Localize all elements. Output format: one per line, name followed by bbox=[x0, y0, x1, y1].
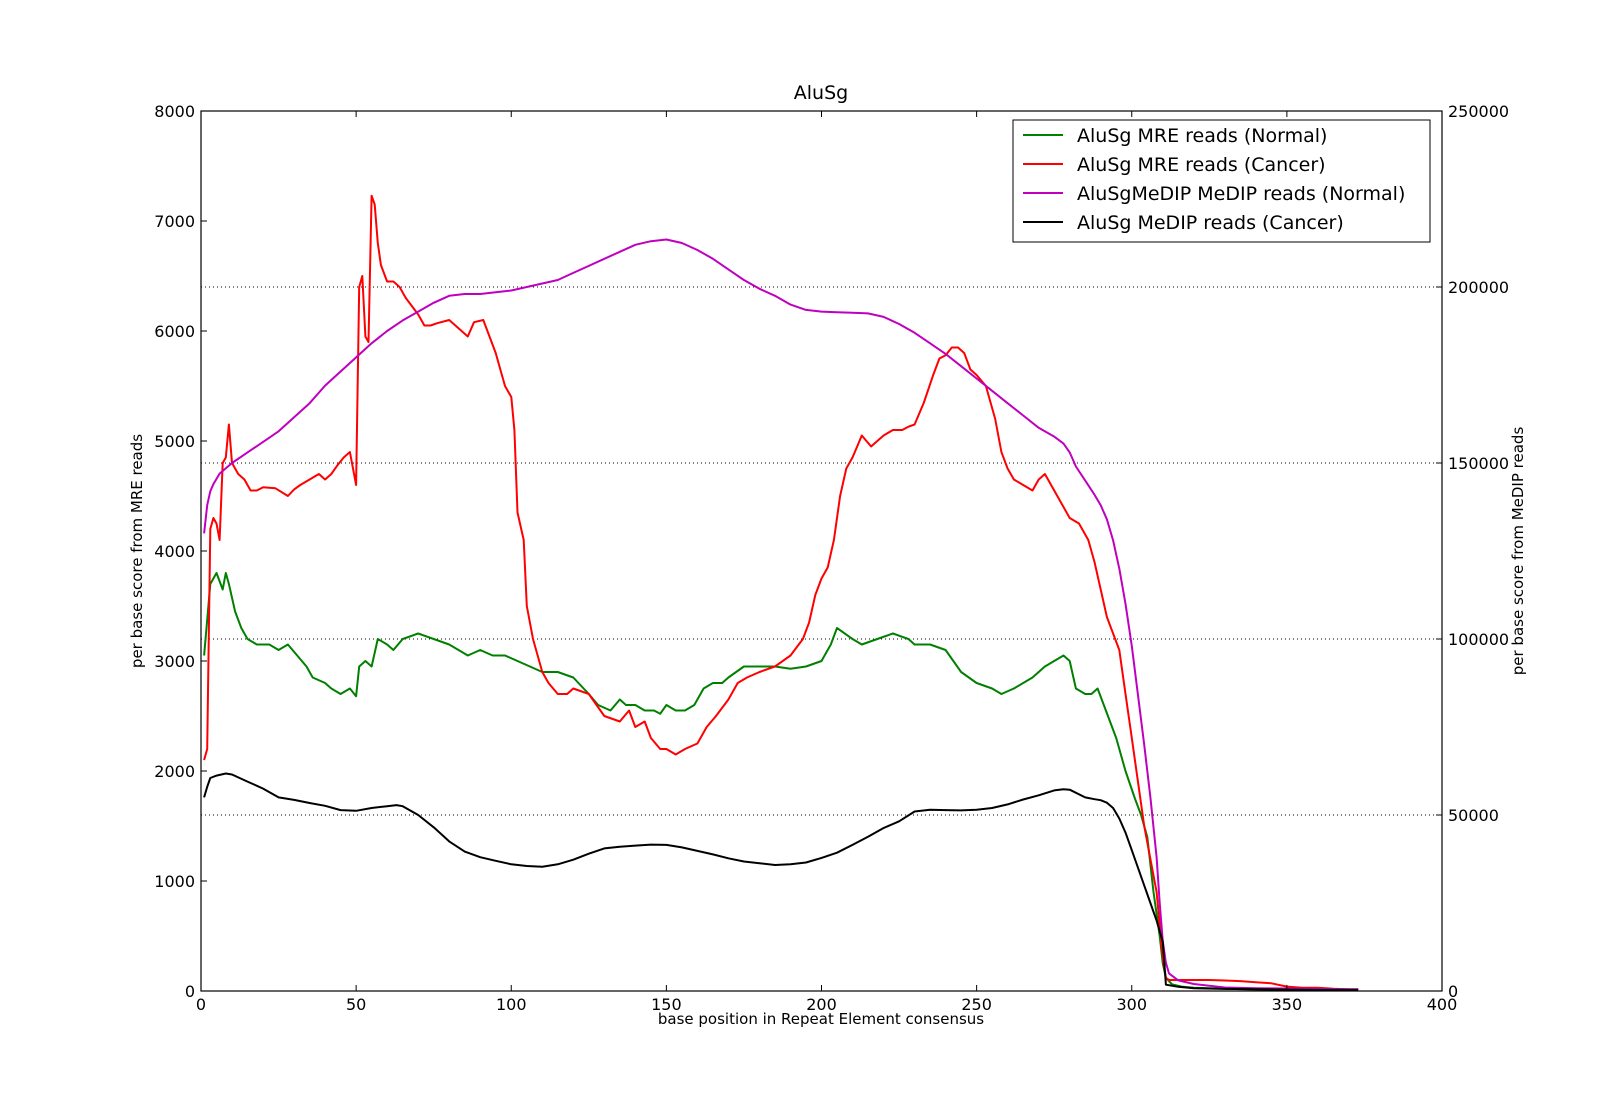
series-mre-normal bbox=[203, 572, 1359, 991]
x-tick-label: 100 bbox=[496, 995, 527, 1014]
series-layer bbox=[203, 194, 1359, 991]
y2-axis-label: per base score from MeDIP reads bbox=[1509, 427, 1527, 676]
axes: 0 50 100 150 200 250 300 350 4000100020003000400… bbox=[154, 102, 1509, 1014]
y-tick-label: 8000 bbox=[154, 102, 195, 121]
y-tick-label: 6000 bbox=[154, 322, 195, 341]
x-tick-label: 350 bbox=[1272, 995, 1303, 1014]
legend-label-medip-cancer: AluSg MeDIP reads (Cancer) bbox=[1077, 212, 1344, 234]
chart-title: AluSg bbox=[794, 82, 848, 104]
legend-label-mre-normal: AluSg MRE reads (Normal) bbox=[1077, 125, 1327, 147]
x-tick-label: 300 bbox=[1116, 995, 1147, 1014]
y2-tick-label: 200000 bbox=[1448, 278, 1509, 297]
y2-tick-label: 0 bbox=[1448, 982, 1458, 1001]
legend-label-medip-normal: AluSgMeDIP MeDIP reads (Normal) bbox=[1077, 183, 1405, 205]
y-tick-label: 4000 bbox=[154, 542, 195, 561]
legend-box bbox=[1012, 119, 1431, 243]
y2-tick-label: 50000 bbox=[1448, 806, 1499, 825]
x-tick-label: 250 bbox=[961, 995, 992, 1014]
x-tick-label: 150 bbox=[651, 995, 682, 1014]
y2-tick-label: 250000 bbox=[1448, 102, 1509, 121]
x-tick-label: 200 bbox=[806, 995, 837, 1014]
series-mre-cancer bbox=[203, 194, 1359, 991]
x-axis-label: base position in Repeat Element consensu… bbox=[658, 1010, 984, 1028]
y-tick-label: 5000 bbox=[154, 432, 195, 451]
series-medip-cancer bbox=[203, 772, 1359, 991]
series-medip-normal bbox=[203, 238, 1359, 991]
y-tick-label: 1000 bbox=[154, 872, 195, 891]
gridlines bbox=[201, 286, 1442, 816]
y-tick-label: 2000 bbox=[154, 762, 195, 781]
y-tick-label: 7000 bbox=[154, 212, 195, 231]
legend: AluSg MRE reads (Normal) AluSg MRE reads… bbox=[1012, 119, 1431, 243]
x-tick-label: 400 bbox=[1427, 995, 1458, 1014]
y2-tick-label: 100000 bbox=[1448, 630, 1509, 649]
y2-tick-label: 150000 bbox=[1448, 454, 1509, 473]
y-axis-label: per base score from MRE reads bbox=[128, 434, 146, 668]
x-tick-label: 50 bbox=[346, 995, 366, 1014]
y-tick-label: 3000 bbox=[154, 652, 195, 671]
legend-label-mre-cancer: AluSg MRE reads (Cancer) bbox=[1077, 154, 1326, 176]
y-tick-label: 0 bbox=[185, 982, 195, 1001]
x-tick-label: 0 bbox=[196, 995, 206, 1014]
